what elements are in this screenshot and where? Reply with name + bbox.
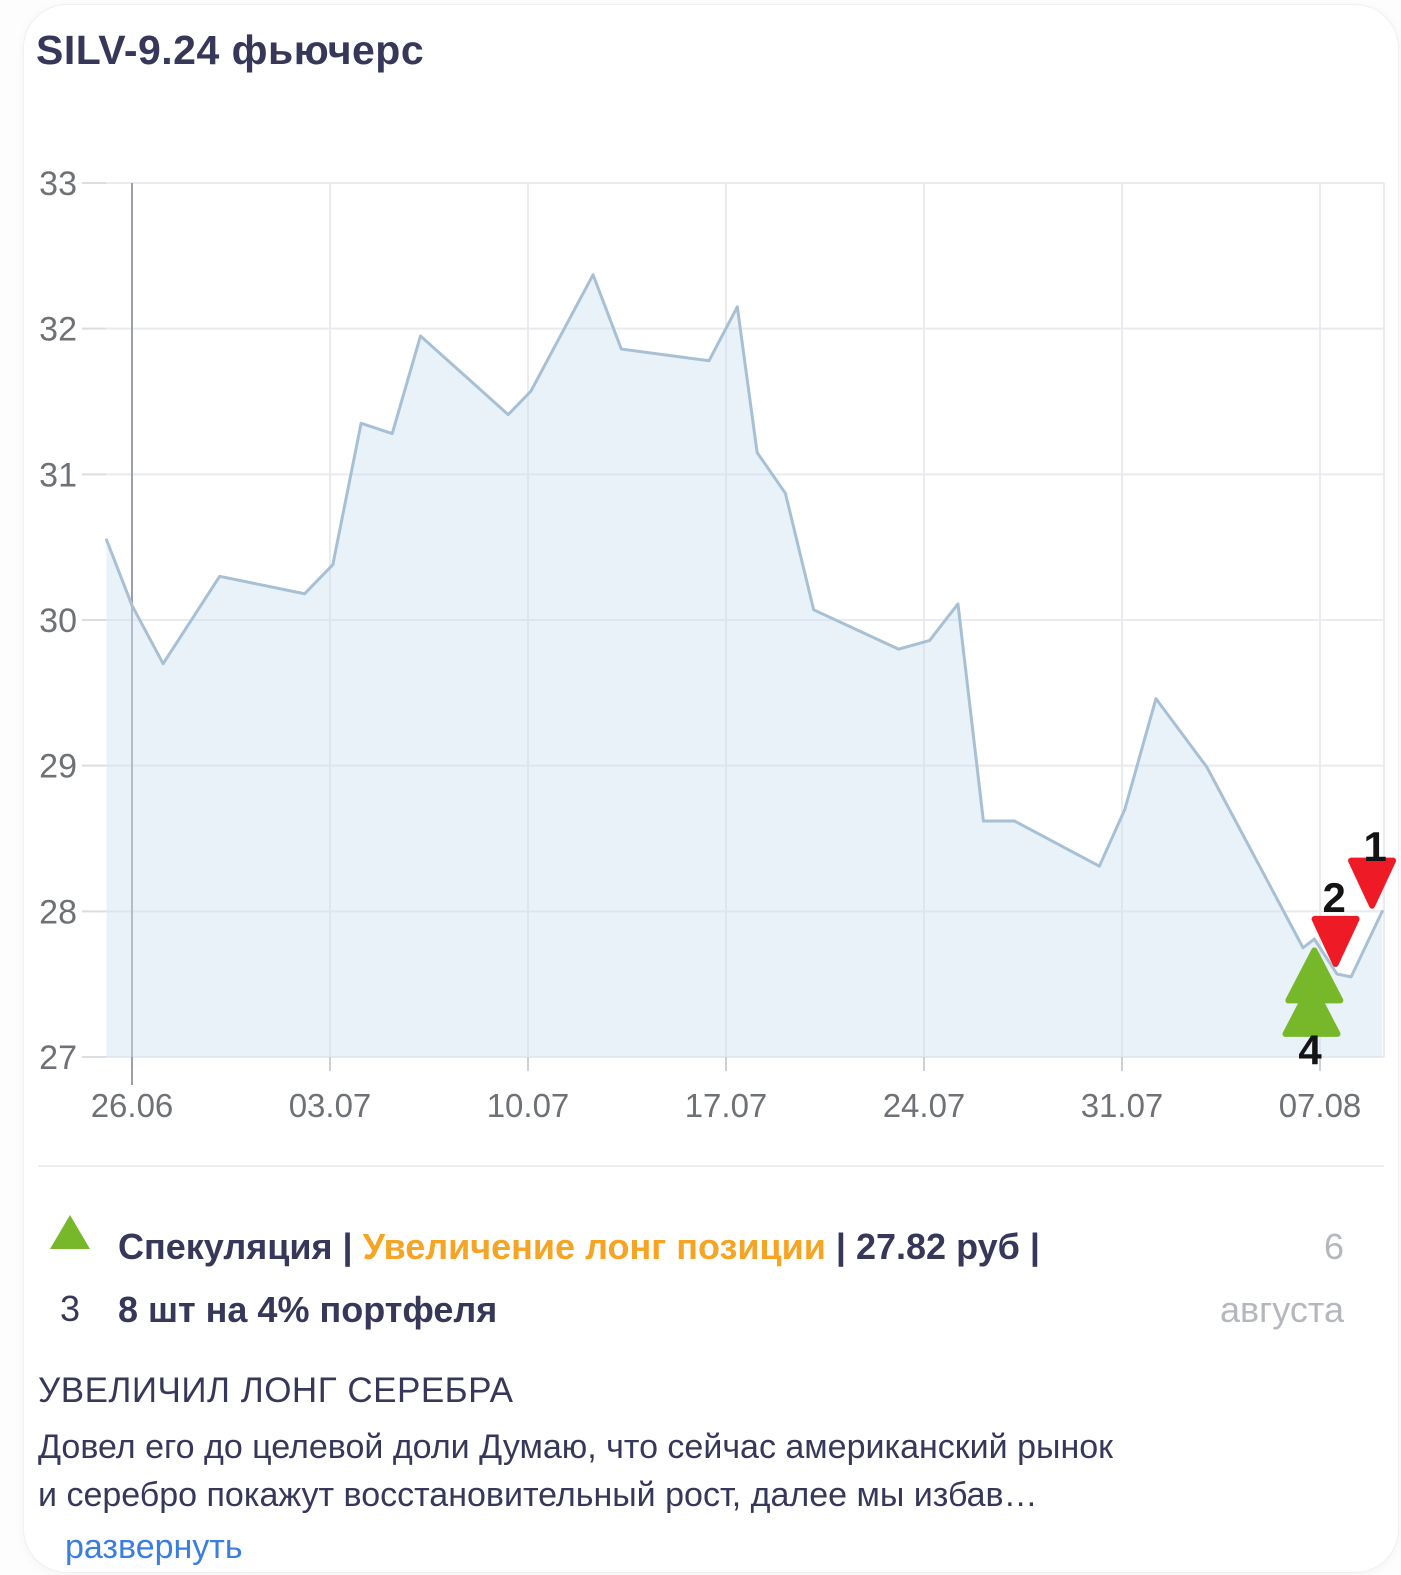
x-axis-label: 07.08 (1279, 1087, 1362, 1124)
trade-action-label: Увеличение лонг позиции (362, 1226, 826, 1267)
x-axis-label: 31.07 (1081, 1087, 1164, 1124)
post-title: УВЕЛИЧИЛ ЛОНГ СЕРЕБРА (38, 1371, 514, 1410)
buy-triangle-icon (50, 1215, 90, 1249)
x-axis-label: 24.07 (883, 1087, 966, 1124)
trade-marker-legend: 3 (38, 1215, 102, 1327)
x-axis-label: 10.07 (487, 1087, 570, 1124)
post-date-month: августа (1220, 1289, 1344, 1330)
trade-type-label: Спекуляция | (118, 1226, 353, 1267)
post-date-day: 6 (1323, 1226, 1344, 1267)
trade-post-card: 33 32 31 30 29 28 27 26.06 03.07 10.07 17.07 24.07 3… (23, 4, 1399, 1573)
y-axis-label: 31 (39, 456, 77, 494)
marker-label: 4 (1298, 1027, 1322, 1074)
y-axis-label: 29 (39, 748, 77, 786)
price-area (106, 274, 1383, 1057)
y-axis-label: 30 (39, 602, 77, 640)
price-chart-svg: 33 32 31 30 29 28 27 26.06 03.07 10.07 17.07 24.07 3… (39, 165, 1397, 1124)
post-date: 6 августа (1220, 1215, 1344, 1341)
y-axis-label: 27 (39, 1039, 77, 1077)
sell-marker (1311, 915, 1360, 967)
y-axis-label: 32 (39, 311, 77, 349)
x-axis-label: 03.07 (289, 1087, 372, 1124)
price-line (105, 273, 1384, 979)
x-axis-label: 26.06 (91, 1087, 174, 1124)
y-axis-label: 28 (39, 893, 77, 931)
post-body-line2: и серебро покажут восстановительный рост… (38, 1476, 1038, 1514)
sell-marker (1348, 857, 1397, 909)
trade-size-label: 8 шт на 4% портфеля (118, 1289, 498, 1330)
expand-link[interactable]: развернуть (65, 1528, 243, 1566)
trade-summary-row: 3 Спекуляция | Увеличение лонг позиции |… (24, 1167, 1398, 1341)
marker-number: 3 (59, 1288, 81, 1329)
trade-summary: Спекуляция | Увеличение лонг позиции | 2… (118, 1215, 1220, 1341)
post-body-line1: Довел его до целевой доли Думаю, что сей… (38, 1428, 1114, 1466)
marker-label: 1 (1363, 823, 1386, 870)
buy-marker (1282, 980, 1341, 1037)
divider (38, 1165, 1384, 1167)
trade-price-label: | 27.82 руб | (835, 1226, 1040, 1267)
post-section: УВЕЛИЧИЛ ЛОНГ СЕРЕБРА Довел его до целев… (24, 1341, 1398, 1571)
marker-label: 2 (1322, 874, 1345, 921)
x-axis-label: 17.07 (685, 1087, 768, 1124)
price-chart: 33 32 31 30 29 28 27 26.06 03.07 10.07 17.07 24.07 3… (24, 5, 1398, 1165)
chart-title: SILV-9.24 фьючерс (36, 27, 425, 73)
post-body: Довел его до целевой доли Думаю, что сей… (38, 1423, 1384, 1571)
y-axis-label: 33 (39, 165, 77, 203)
